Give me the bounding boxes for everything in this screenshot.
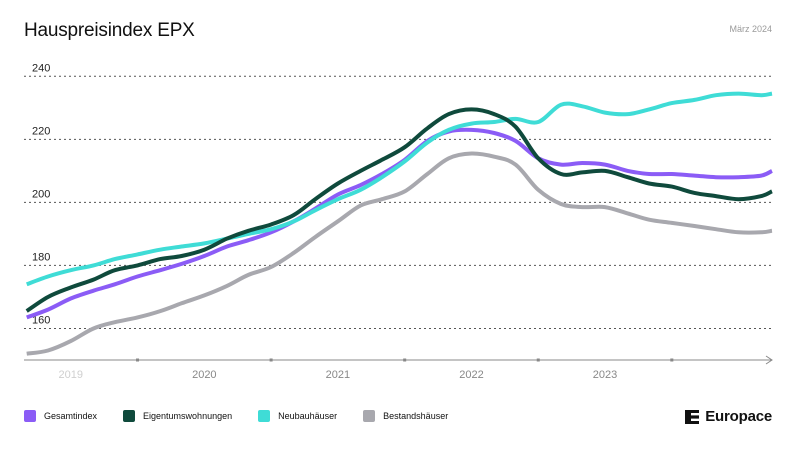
x-tick-label: 2023 xyxy=(593,369,617,381)
x-tick-label: 2022 xyxy=(459,369,483,381)
series-lines xyxy=(25,91,773,356)
series-line-eigentumswohnungen xyxy=(25,107,773,313)
x-tick-mark xyxy=(403,358,407,362)
legend: Gesamtindex Eigentumswohnungen Neubauhäu… xyxy=(24,410,474,422)
y-tick-label: 180 xyxy=(32,251,50,263)
x-tick-mark xyxy=(269,358,273,362)
legend-item-gesamtindex: Gesamtindex xyxy=(24,410,97,422)
x-axis: 2019 2020 2021 2022 2023 xyxy=(24,355,773,381)
legend-swatch xyxy=(24,410,36,422)
x-tick-mark xyxy=(670,358,674,362)
x-tick-label: 2020 xyxy=(192,369,216,381)
legend-item-neubauhaeuser: Neubauhäuser xyxy=(258,410,337,422)
legend-swatch xyxy=(123,410,136,422)
date-label: März 2024 xyxy=(729,24,772,34)
y-tick-label: 220 xyxy=(32,125,50,137)
grid-lines xyxy=(24,75,772,329)
legend-label: Bestandshäuser xyxy=(383,411,449,421)
y-tick-label: 200 xyxy=(32,188,50,200)
series-line-bestandshäuser xyxy=(26,151,773,356)
legend-swatch xyxy=(363,410,376,422)
brand-name: Europace xyxy=(705,408,772,425)
legend-item-eigentumswohnungen: Eigentumswohnungen xyxy=(123,410,232,422)
x-tick-mark xyxy=(536,358,540,362)
legend-item-bestandshaeuser: Bestandshäuser xyxy=(363,410,448,422)
x-axis-arrow xyxy=(765,355,773,365)
europace-logo-icon xyxy=(685,409,700,424)
legend-label: Neubauhäuser xyxy=(278,411,338,421)
series-line-neubauhäuser xyxy=(26,91,773,287)
line-chart: 160 180 200 220 240 2019 2020 2021 2022 2023 xyxy=(24,62,773,381)
legend-label: Gesamtindex xyxy=(44,411,98,421)
y-tick-label: 240 xyxy=(32,62,50,74)
legend-swatch xyxy=(258,410,271,422)
y-tick-label: 160 xyxy=(32,314,50,326)
brand-logo: Europace xyxy=(685,408,772,425)
x-tick-label: 2021 xyxy=(326,369,350,381)
x-tick-label: 2019 xyxy=(59,369,83,381)
legend-label: Eigentumswohnungen xyxy=(143,411,233,421)
y-axis: 160 180 200 220 240 xyxy=(32,62,50,326)
x-tick-mark xyxy=(136,358,140,362)
page-title: Hauspreisindex EPX xyxy=(24,20,195,41)
series-line-gesamtindex xyxy=(26,127,773,320)
